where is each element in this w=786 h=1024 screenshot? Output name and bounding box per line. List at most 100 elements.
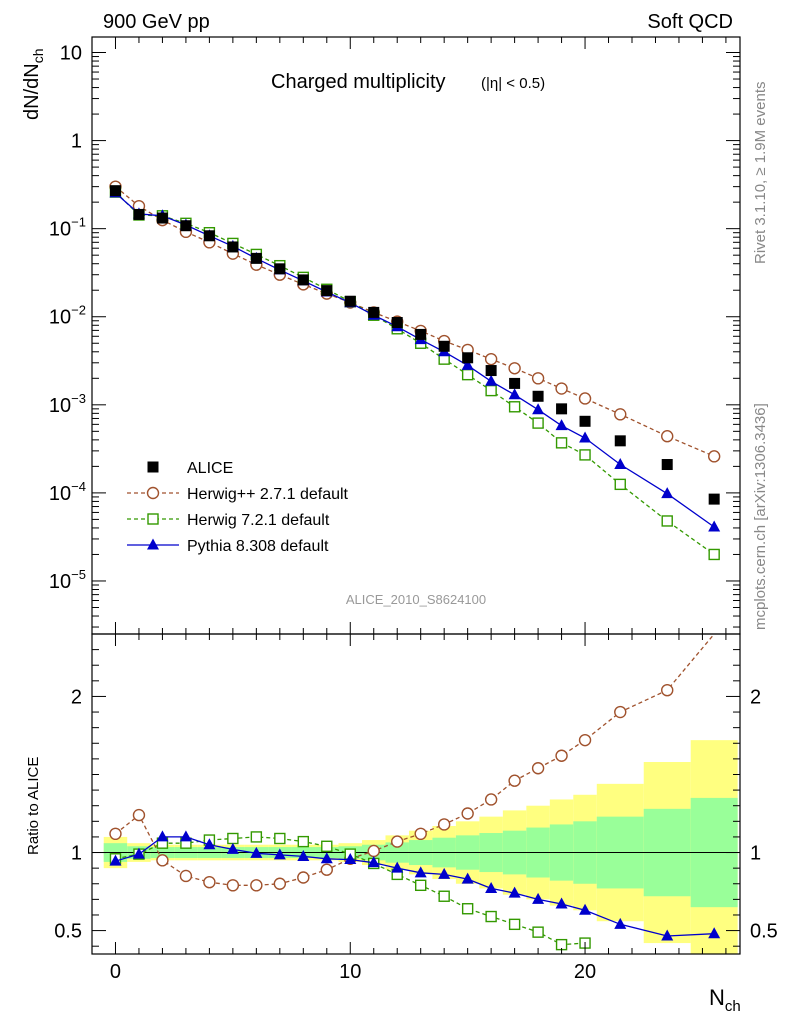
data-point <box>368 306 380 318</box>
data-point <box>485 365 497 377</box>
x-tick-label: 10 <box>339 961 361 983</box>
data-point <box>509 377 521 389</box>
legend-marker <box>147 461 159 473</box>
data-point <box>461 368 474 381</box>
y-tick-label: 10−5 <box>49 567 86 593</box>
data-point <box>179 869 193 883</box>
data-point <box>250 252 262 264</box>
data-point <box>437 818 451 831</box>
ratio-pythia-8-308-default <box>109 830 721 941</box>
ratio-xlabel: Nch <box>709 985 741 1015</box>
data-point <box>132 847 145 859</box>
legend-label: Herwig++ 2.7.1 default <box>187 486 349 503</box>
data-point <box>532 390 544 402</box>
data-point <box>414 879 427 892</box>
data-point <box>531 372 545 385</box>
data-point <box>250 846 263 858</box>
mcplots-label: mcplots.cern.ch [arXiv:1306.3436] <box>752 403 769 630</box>
header-left: 900 GeV pp <box>103 11 210 33</box>
data-point <box>532 926 544 938</box>
data-point <box>250 831 263 843</box>
tick-exponent: −4 <box>71 479 86 494</box>
data-point <box>531 762 545 775</box>
data-point <box>661 683 674 697</box>
data-point <box>555 897 568 909</box>
data-point <box>297 871 310 884</box>
data-point <box>532 403 545 415</box>
data-point <box>579 449 591 461</box>
tick-base: 10 <box>49 219 71 241</box>
data-point <box>438 340 450 352</box>
legend-item: Herwig 7.2.1 default <box>127 512 330 529</box>
data-point <box>532 417 544 429</box>
y-tick-label: 10−4 <box>49 479 86 505</box>
y-tick-label: 10−3 <box>49 391 86 417</box>
data-point <box>461 872 474 884</box>
ratio-y-tick-label: 1 <box>71 843 82 865</box>
data-point <box>156 830 169 842</box>
legend-marker <box>147 513 159 525</box>
data-point <box>367 844 380 858</box>
data-point <box>555 749 568 762</box>
data-point <box>391 835 404 848</box>
data-point <box>579 415 591 427</box>
data-point <box>297 835 310 848</box>
data-point <box>578 392 592 405</box>
ratio-uncertainty-bands <box>103 740 738 954</box>
data-point <box>661 487 674 499</box>
rivet-label: Rivet 3.1.10, ≥ 1.9M events <box>752 82 769 265</box>
data-point <box>579 431 592 443</box>
data-point <box>532 892 545 904</box>
y-tick-label: 10−2 <box>49 303 86 329</box>
legend-label: Herwig 7.2.1 default <box>187 512 330 529</box>
watermark: ALICE_2010_S8624100 <box>346 592 486 607</box>
data-point <box>508 886 521 898</box>
data-point <box>438 890 450 902</box>
data-point <box>227 241 239 253</box>
tick-exponent: −5 <box>71 567 86 582</box>
data-point <box>320 863 333 876</box>
tick-base: 10 <box>49 483 71 505</box>
data-point <box>203 230 215 242</box>
data-point <box>508 401 521 413</box>
data-point <box>708 548 720 561</box>
y-tick-label: 1 <box>71 131 82 153</box>
data-point <box>485 384 497 397</box>
data-point <box>462 352 474 364</box>
legend-marker <box>146 486 160 500</box>
data-point <box>227 832 239 845</box>
data-point <box>708 493 720 505</box>
main-ylabel: dN/dNch <box>21 49 46 121</box>
data-point <box>297 274 309 286</box>
ratio-y-tick-label: 0.5 <box>54 921 82 943</box>
ratio-y-tick-label-right: 1 <box>750 843 761 865</box>
data-point <box>109 827 122 841</box>
data-point <box>414 866 427 878</box>
data-point <box>579 903 592 915</box>
data-point <box>273 848 286 860</box>
data-point <box>109 185 121 197</box>
ratio-y-tick-label-right: 2 <box>750 686 761 708</box>
chart-title: Charged multiplicity <box>271 71 446 93</box>
data-point <box>614 458 627 470</box>
legend: ALICE Herwig++ 2.7.1 default Herwig 7.2.1 … <box>127 460 349 555</box>
data-point <box>226 879 240 892</box>
data-point <box>179 830 192 842</box>
y-tick-label: 10 <box>60 43 82 65</box>
data-point <box>484 352 498 366</box>
data-point <box>273 877 287 890</box>
data-point <box>461 903 474 915</box>
legend-label: ALICE <box>187 460 233 477</box>
data-point <box>508 774 521 787</box>
data-point <box>556 403 568 415</box>
data-point <box>180 220 192 232</box>
data-point <box>414 827 427 841</box>
data-point <box>555 382 568 395</box>
data-point <box>508 388 521 400</box>
data-point <box>508 918 521 931</box>
data-point <box>485 910 497 923</box>
data-point <box>485 374 498 386</box>
legend-item: ALICE <box>147 460 233 477</box>
data-point <box>461 358 474 370</box>
